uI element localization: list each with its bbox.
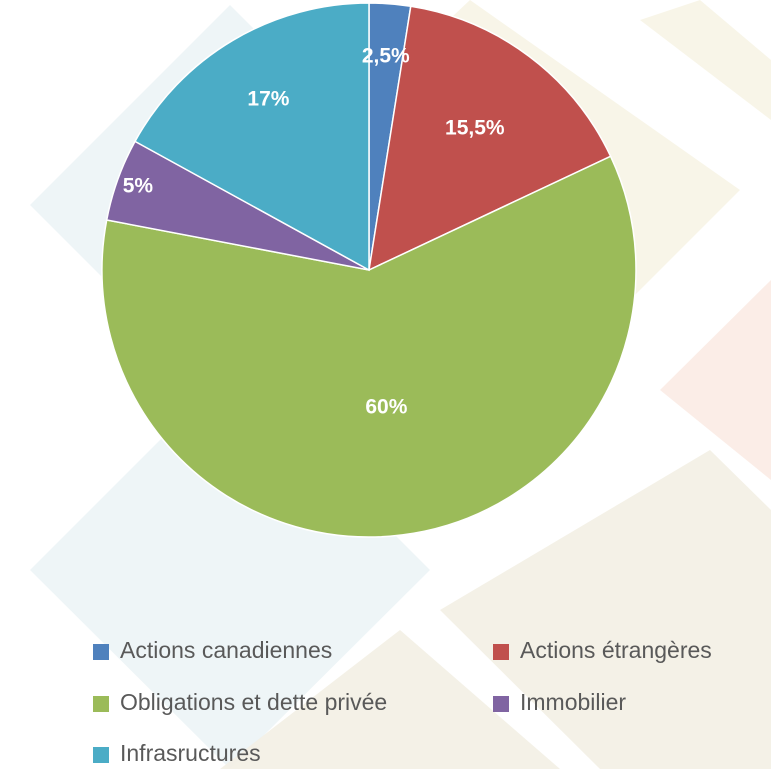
data-label: 15,5%: [445, 117, 505, 140]
data-label: 60%: [365, 395, 407, 418]
data-label: 5%: [123, 174, 154, 197]
pie-slice: [101, 155, 637, 538]
legend-label: Infrasructures: [120, 740, 261, 766]
data-label: 2,5%: [362, 45, 410, 68]
legend-label: Immobilier: [520, 689, 626, 715]
legend-label: Actions canadiennes: [120, 637, 332, 663]
pie-slice: [368, 5, 612, 272]
pie-slice: [134, 2, 370, 272]
legend-swatch: [93, 644, 109, 660]
legend-swatch: [493, 696, 509, 712]
data-label: 17%: [247, 87, 289, 110]
legend-swatch: [93, 696, 109, 712]
legend-label: Actions étrangères: [520, 637, 712, 663]
legend-swatch: [93, 747, 109, 763]
legend-swatch: [493, 644, 509, 660]
legend-label: Obligations et dette privée: [120, 689, 387, 715]
